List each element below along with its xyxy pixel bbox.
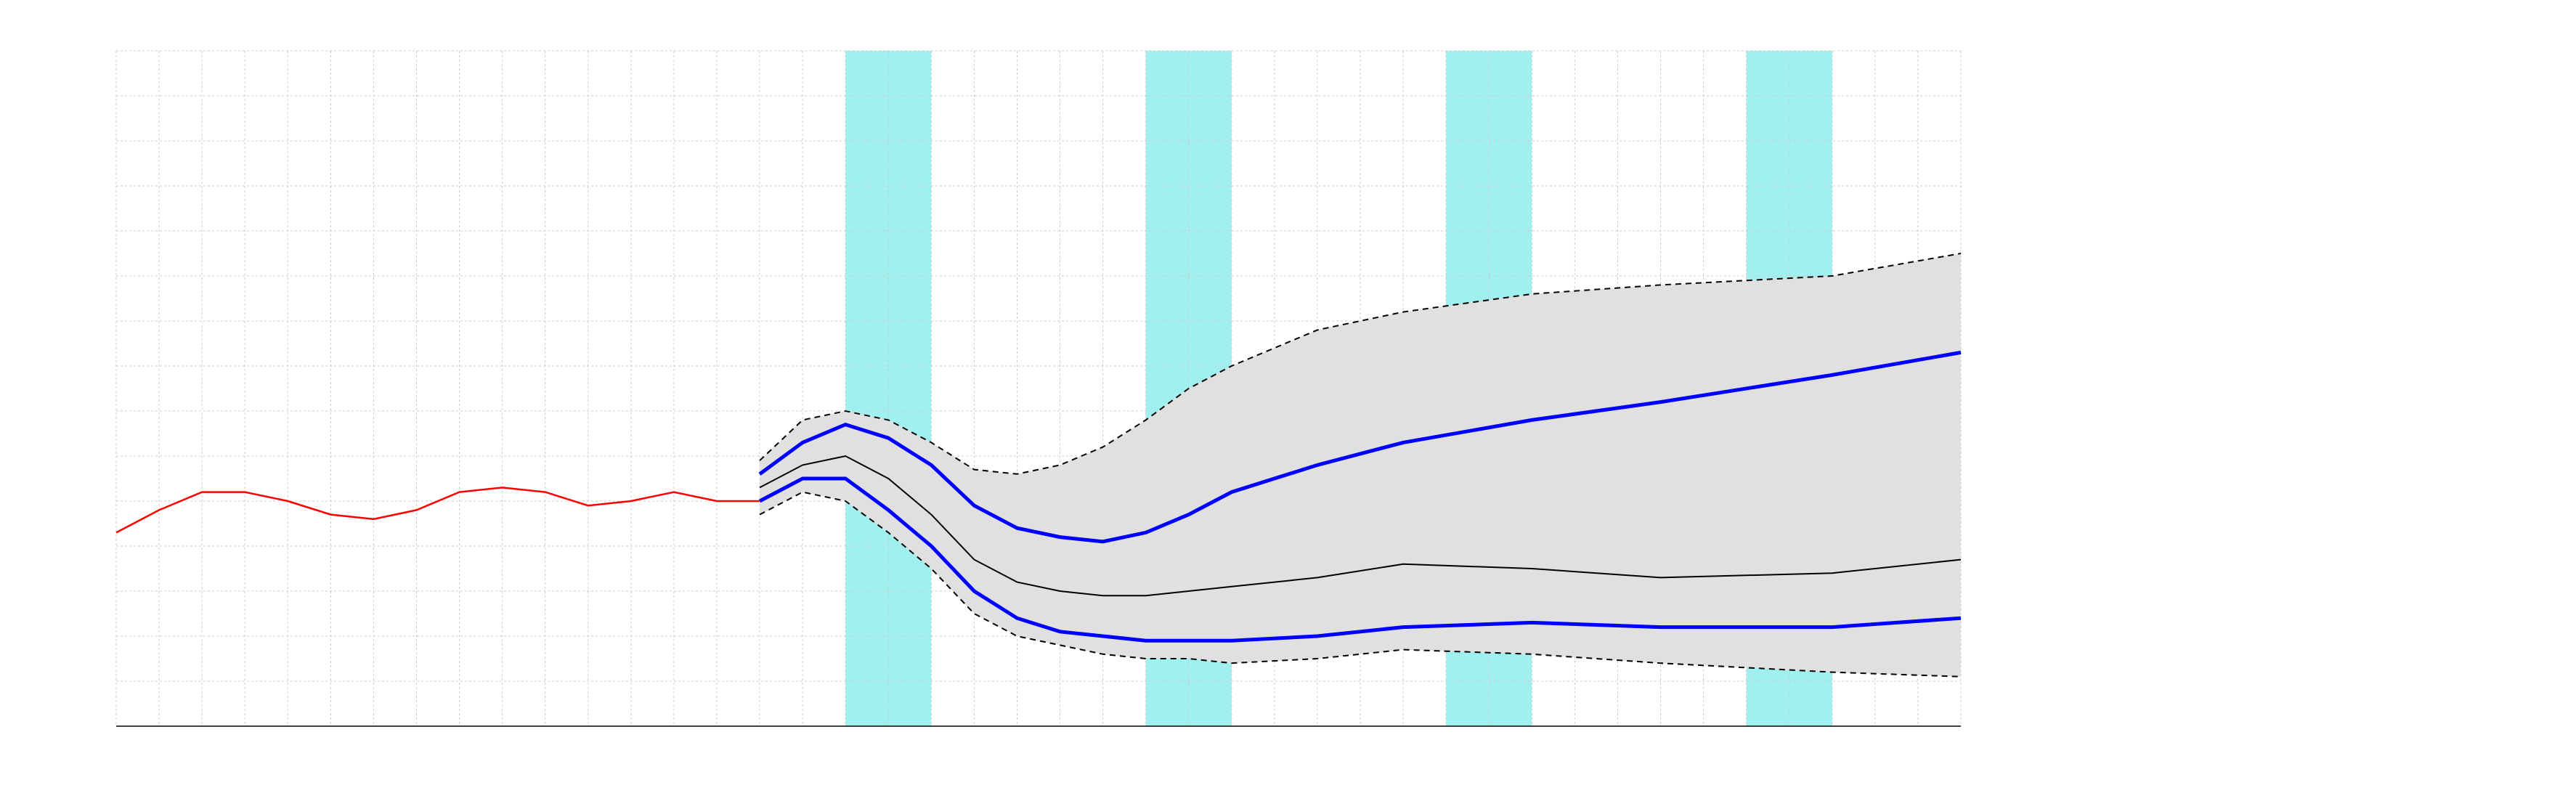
chart-svg [0,0,2576,785]
chart-container [0,0,2576,785]
